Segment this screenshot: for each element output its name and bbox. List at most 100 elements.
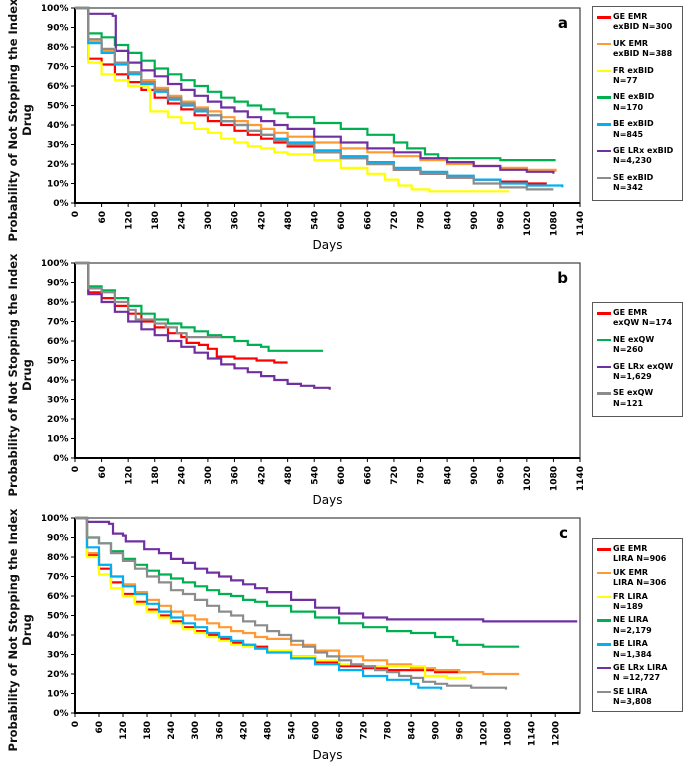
legend-swatch xyxy=(597,176,611,180)
x-tick-label: 1140 xyxy=(576,466,586,491)
series-ge-lrx-exqw-n-1-629 xyxy=(75,261,331,390)
y-axis: 0% 10% 20% 30% 40% 50% 60% 70% 80% 90% 100% xyxy=(42,514,75,719)
x-tick-label: 480 xyxy=(263,721,273,740)
legend-label: FR exBID N=77 xyxy=(613,65,654,85)
x-tick-label: 180 xyxy=(151,211,161,230)
x-tick-label: 1080 xyxy=(550,211,560,236)
x-tick-label: 300 xyxy=(204,211,214,230)
y-tick-label: 60% xyxy=(47,82,69,92)
legend-item: FR LIRA N=189 xyxy=(597,592,679,613)
plot-border xyxy=(74,262,581,459)
legend-swatch xyxy=(597,338,611,342)
legend-swatch xyxy=(597,690,611,694)
y-axis-title-line1: Probability of Not Stopping the Index xyxy=(6,0,20,242)
x-tick-label: 840 xyxy=(407,721,417,740)
legend-label: GE LRx exQW N=1,629 xyxy=(613,361,674,381)
x-axis: 0 60 120 180 240 300 360 420 480 540 600 660 720 780 8… xyxy=(71,203,586,236)
y-axis: 0% 10% 20% 30% 40% 50% 60% 70% 80% 90% 100% xyxy=(42,4,75,209)
x-tick-label: 960 xyxy=(455,721,465,740)
series-se-exqw-n-121 xyxy=(75,261,222,339)
x-tick-label: 960 xyxy=(496,211,506,230)
y-tick-label: 100% xyxy=(42,259,69,269)
panel-letter-b: b xyxy=(557,269,568,287)
chart-b: 0% 10% 20% 30% 40% 50% 60% 70% 80% 90% 100% 0 60 120 1… xyxy=(42,259,586,507)
x-axis: 0 60 120 180 240 300 360 420 480 540 600 660 720 780 8… xyxy=(71,458,586,491)
x-tick-label: 1020 xyxy=(479,721,489,746)
legend-swatch xyxy=(597,643,611,646)
legend-swatch xyxy=(597,365,611,369)
x-tick-label: 1140 xyxy=(576,211,586,236)
y-tick-label: 0% xyxy=(53,709,68,719)
y-axis-title-line2: Drug xyxy=(20,359,34,391)
legend-item: UK EMR LIRA N=306 xyxy=(597,568,679,589)
x-tick-label: 780 xyxy=(417,466,427,485)
legend-swatch xyxy=(597,312,611,315)
x-axis-title: Days xyxy=(313,238,343,252)
panel-a: Probability of Not Stopping the Index Dr… xyxy=(0,0,685,255)
y-tick-label: 80% xyxy=(47,298,69,308)
y-tick-label: 0% xyxy=(53,199,68,209)
legend-item: NE LIRA N=2,179 xyxy=(597,615,679,636)
legend-item: BE exBID N=845 xyxy=(597,119,679,140)
legend-label: UK EMR LIRA N=306 xyxy=(613,567,667,588)
series-fr-exbid-n-77 xyxy=(75,6,510,193)
x-tick-label: 180 xyxy=(151,466,161,485)
x-axis-title: Days xyxy=(313,748,343,762)
legend-swatch xyxy=(597,548,611,551)
x-tick-label: 240 xyxy=(178,466,188,485)
legend-swatch xyxy=(597,69,611,73)
x-tick-label: 660 xyxy=(364,466,374,485)
panel-c: Probability of Not Stopping the Index Dr… xyxy=(0,509,685,765)
y-tick-label: 90% xyxy=(47,24,69,34)
y-tick-label: 40% xyxy=(47,121,69,131)
panel-letter-c: c xyxy=(559,524,568,542)
series-se-exbid-n-342 xyxy=(75,6,554,191)
y-tick-label: 20% xyxy=(47,670,69,680)
x-tick-label: 1080 xyxy=(503,721,513,746)
x-tick-label: 900 xyxy=(470,466,480,485)
y-axis-title-line2: Drug xyxy=(20,104,34,136)
legend-item: UK EMR exBID N=388 xyxy=(597,39,679,60)
series-be-lira-n-1-384 xyxy=(75,516,443,690)
legend-a: GE EMR exBID N=300 UK EMR exBID N=388 FR exB… xyxy=(592,6,683,202)
panel-letter-a: a xyxy=(558,14,568,32)
y-tick-label: 70% xyxy=(47,318,69,328)
x-tick-label: 120 xyxy=(119,721,129,740)
x-tick-label: 180 xyxy=(143,721,153,740)
legend-item: GE EMR LIRA N=906 xyxy=(597,544,679,565)
legend-item: GE LRx exBID N=4,230 xyxy=(597,146,679,167)
y-tick-label: 60% xyxy=(47,592,69,602)
legend-item: GE LRx exQW N=1,629 xyxy=(597,362,679,383)
x-tick-label: 1020 xyxy=(523,211,533,236)
y-tick-label: 100% xyxy=(42,4,69,14)
x-tick-label: 540 xyxy=(310,466,320,485)
legend-item: SE LIRA N=3,808 xyxy=(597,687,679,708)
y-tick-label: 30% xyxy=(47,651,69,661)
legend-swatch xyxy=(597,16,611,19)
legend-label: SE LIRA N=3,808 xyxy=(613,686,652,707)
x-tick-label: 600 xyxy=(311,721,321,740)
x-tick-label: 720 xyxy=(390,466,400,485)
legend-item: NE exQW N=260 xyxy=(597,335,679,356)
y-tick-label: 70% xyxy=(47,573,69,583)
y-axis-title: Probability of Not Stopping the Index Dr… xyxy=(0,509,42,762)
x-tick-label: 420 xyxy=(257,211,267,230)
x-tick-label: 60 xyxy=(98,211,108,224)
x-tick-label: 780 xyxy=(417,211,427,230)
x-tick-label: 660 xyxy=(364,211,374,230)
x-tick-label: 60 xyxy=(95,721,105,734)
legend-label: UK EMR exBID N=388 xyxy=(613,38,673,59)
legend-swatch xyxy=(597,392,611,395)
y-tick-label: 70% xyxy=(47,63,69,73)
legend-item: SE exQW N=121 xyxy=(597,388,679,409)
x-tick-label: 900 xyxy=(470,211,480,230)
x-tick-label: 1080 xyxy=(550,466,560,491)
legend-label: SE exBID N=342 xyxy=(613,172,654,193)
series-uk-emr-lira-n-306 xyxy=(75,516,520,676)
x-tick-label: 300 xyxy=(204,466,214,485)
panel-b: Probability of Not Stopping the Index Dr… xyxy=(0,254,685,510)
series-group xyxy=(75,6,564,193)
x-tick-label: 1200 xyxy=(551,721,561,746)
series-ne-exbid-n-170 xyxy=(75,6,556,162)
legend-swatch xyxy=(597,619,611,622)
